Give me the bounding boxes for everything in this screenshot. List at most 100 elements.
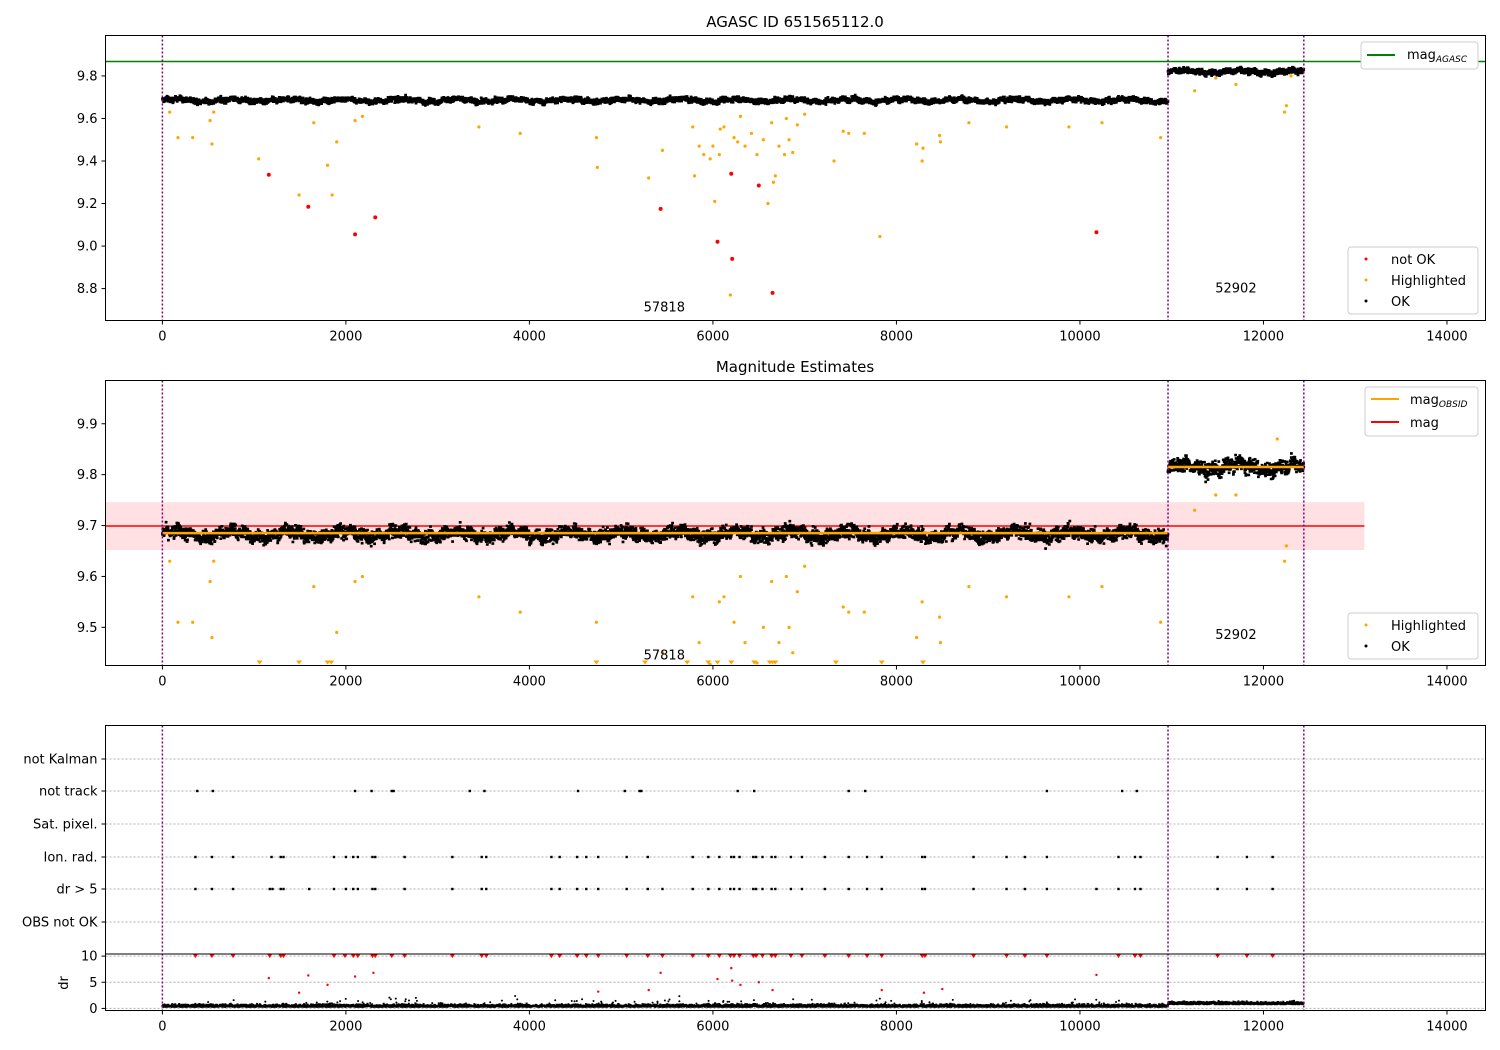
data-point bbox=[732, 135, 736, 140]
flag-point bbox=[356, 855, 360, 859]
svg-text:magAGASC: magAGASC bbox=[1407, 48, 1468, 65]
data-point bbox=[938, 640, 943, 645]
flag-point bbox=[823, 887, 827, 891]
data-point bbox=[212, 559, 216, 563]
data-point bbox=[176, 620, 180, 624]
dr-point bbox=[722, 999, 725, 1002]
data-point bbox=[847, 610, 851, 614]
flag-point bbox=[638, 789, 641, 793]
dr-clipped-marker bbox=[402, 954, 408, 959]
clipped-point-marker bbox=[714, 660, 721, 665]
data-point bbox=[847, 131, 851, 135]
dr-point bbox=[840, 1003, 843, 1006]
data-point bbox=[967, 121, 971, 125]
data-point bbox=[787, 625, 791, 629]
data-point bbox=[1100, 121, 1104, 125]
dr-clipped-marker bbox=[449, 954, 455, 959]
flag-point bbox=[1135, 789, 1139, 793]
x-tick-label: 2000 bbox=[329, 330, 362, 345]
clipped-point-marker bbox=[328, 660, 335, 665]
dr-outlier-point bbox=[757, 981, 760, 984]
dr-point bbox=[415, 999, 418, 1002]
x-tick-label: 0 bbox=[158, 330, 166, 345]
flag-point bbox=[550, 855, 553, 859]
data-point bbox=[770, 121, 774, 125]
data-point bbox=[755, 153, 759, 157]
data-point bbox=[266, 172, 271, 177]
dr-outlier-point bbox=[297, 991, 301, 994]
data-point bbox=[1067, 595, 1071, 599]
dr-point bbox=[440, 1004, 443, 1007]
flag-point bbox=[196, 789, 199, 793]
flag-point bbox=[352, 887, 355, 891]
data-point bbox=[766, 201, 770, 206]
dr-point bbox=[707, 999, 710, 1002]
dr-point bbox=[361, 1001, 364, 1004]
flag-point bbox=[847, 789, 850, 793]
dr-clipped-marker bbox=[759, 954, 765, 959]
data-point bbox=[938, 140, 943, 144]
dr-point bbox=[386, 1003, 389, 1006]
dr-point bbox=[1098, 1003, 1101, 1006]
dr-point bbox=[1115, 1000, 1118, 1003]
x-tick-label: 12000 bbox=[1243, 1020, 1284, 1035]
data-point bbox=[841, 129, 845, 133]
data-point bbox=[773, 174, 777, 178]
data-point bbox=[518, 131, 522, 135]
clipped-point-marker bbox=[878, 660, 885, 665]
ok-points-1 bbox=[161, 93, 1170, 107]
flag-point bbox=[344, 887, 348, 891]
data-point bbox=[1284, 544, 1288, 548]
data-point bbox=[1159, 620, 1163, 624]
dr-clipped-marker bbox=[731, 954, 737, 959]
flag-point bbox=[920, 855, 924, 859]
dr-point bbox=[1045, 1001, 1048, 1004]
dr-point bbox=[740, 1000, 743, 1003]
flag-point bbox=[732, 887, 736, 891]
x-tick-label: 10000 bbox=[1059, 675, 1100, 690]
flag-row-label: Ion. rad. bbox=[44, 851, 98, 866]
data-point bbox=[212, 110, 216, 114]
flag-point bbox=[1045, 789, 1049, 793]
dr-point bbox=[656, 1001, 659, 1004]
dr-point bbox=[407, 999, 410, 1002]
y-tick-label: 9.8 bbox=[77, 69, 98, 84]
dr-point bbox=[920, 999, 923, 1002]
data-point bbox=[335, 140, 339, 144]
dr-clipped-marker bbox=[846, 954, 852, 959]
series-clipped bbox=[256, 660, 927, 665]
flag-point bbox=[210, 855, 214, 859]
flag-point bbox=[770, 855, 773, 859]
dr-point bbox=[305, 1001, 308, 1004]
flag-point bbox=[356, 887, 360, 891]
legend-status: not OK Highlighted OK bbox=[1347, 246, 1479, 315]
dr-point bbox=[446, 1004, 449, 1007]
dr-point bbox=[439, 1002, 442, 1005]
legend-marker-highlighted bbox=[1364, 278, 1368, 282]
data-point bbox=[782, 153, 787, 157]
dr-clipped-marker bbox=[822, 954, 828, 959]
data-point bbox=[210, 142, 214, 146]
clipped-point-marker bbox=[705, 660, 712, 665]
dr-point bbox=[678, 995, 681, 998]
data-point bbox=[208, 579, 212, 584]
x-tick-label: 10000 bbox=[1059, 1020, 1100, 1035]
flag-point bbox=[736, 789, 739, 793]
data-point bbox=[937, 615, 942, 619]
data-point bbox=[330, 193, 334, 197]
magnitude-estimates-panel: Magnitude Estimates 57818 52902 0 2000 4000… bbox=[77, 358, 1486, 690]
dr-point bbox=[890, 999, 893, 1002]
flag-point bbox=[1245, 855, 1249, 859]
data-point bbox=[1094, 230, 1099, 235]
data-point bbox=[658, 206, 663, 211]
dr-point bbox=[575, 1000, 578, 1003]
dr-clipped-marker bbox=[659, 954, 665, 959]
flag-point bbox=[972, 855, 975, 859]
dr-clipped-marker bbox=[788, 954, 794, 959]
data-point bbox=[915, 635, 919, 640]
dr-point bbox=[330, 1002, 333, 1005]
y-tick-label: 9.9 bbox=[77, 417, 98, 432]
dr-point bbox=[726, 1000, 729, 1003]
data-point bbox=[711, 144, 715, 148]
dr-point bbox=[884, 1001, 887, 1004]
